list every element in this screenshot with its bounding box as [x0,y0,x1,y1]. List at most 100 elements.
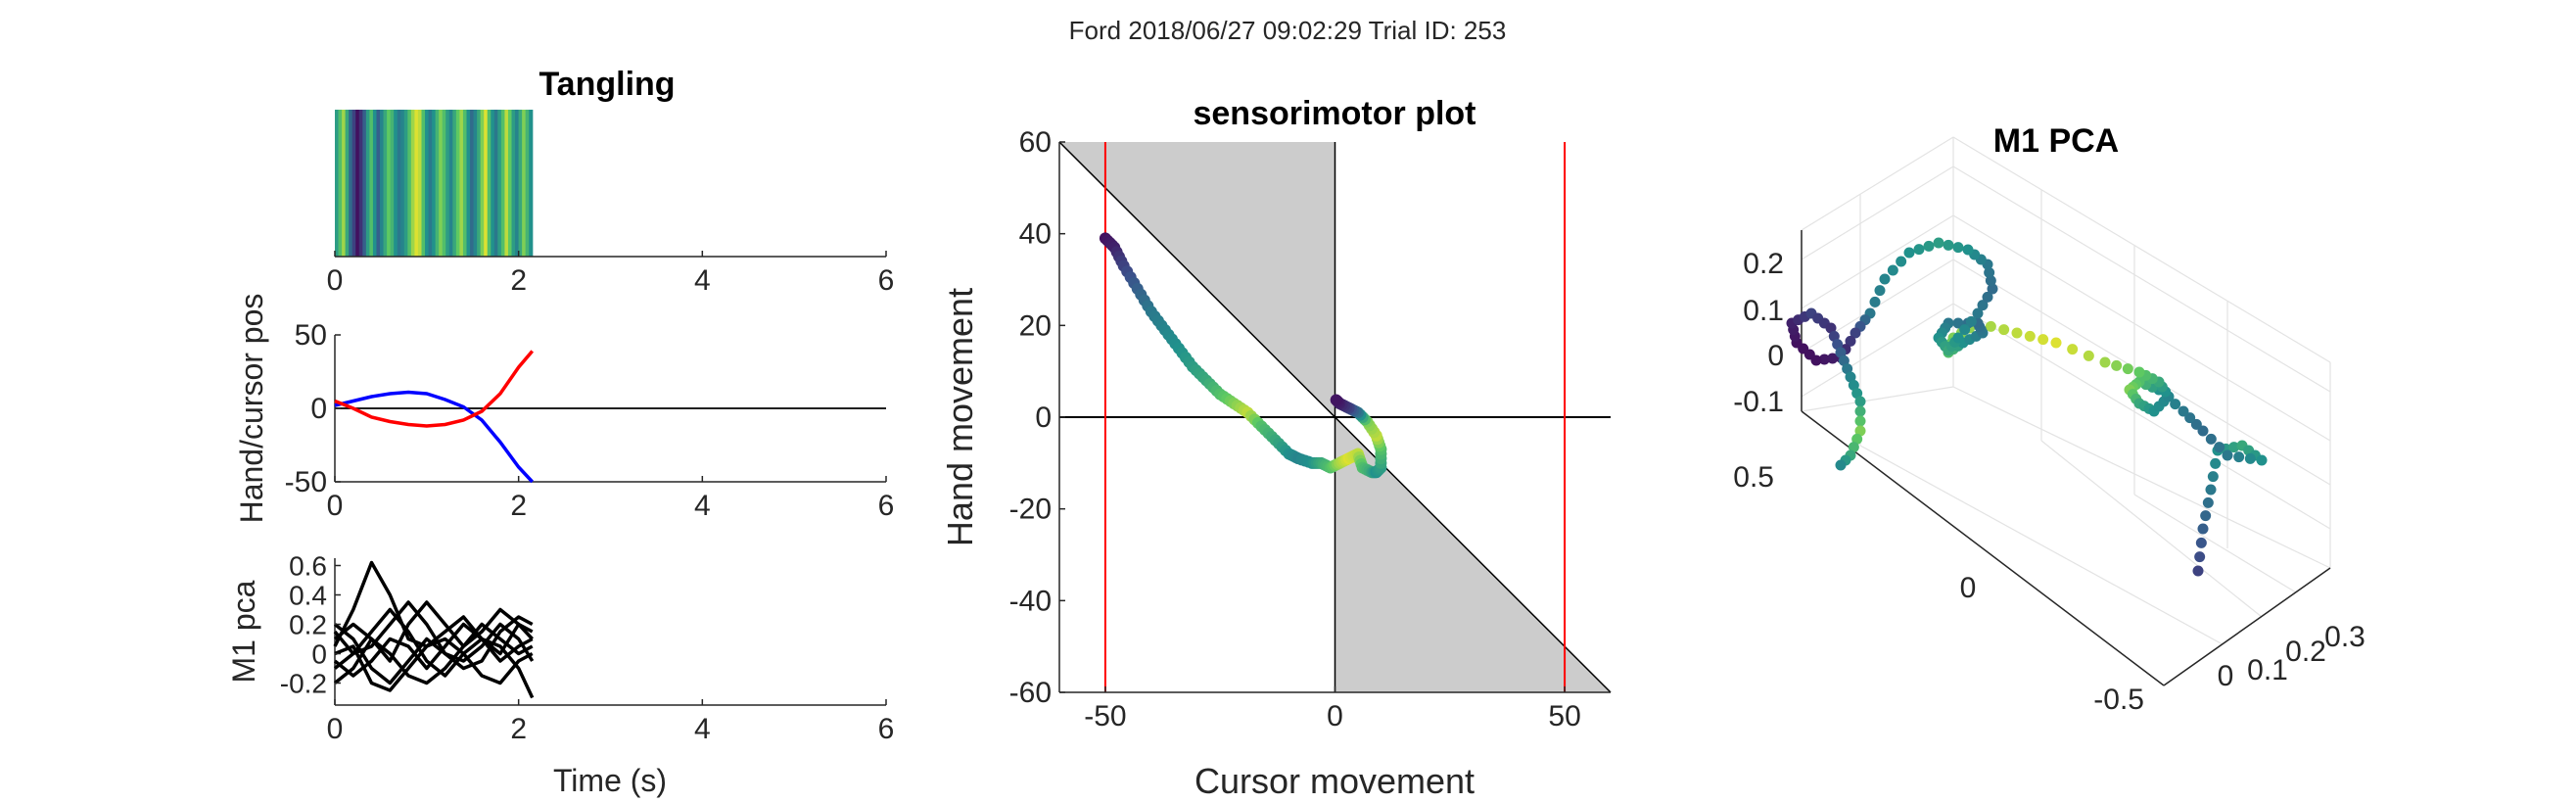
heatmap-cell [484,110,489,257]
figure-suptitle: Ford 2018/06/27 09:02:29 Trial ID: 253 [1069,16,1507,45]
heatmap-cell [455,110,461,257]
trajectory-point [1854,396,1866,407]
y-tick-label: 0 [1035,402,1052,434]
heatmap-cell [439,110,444,257]
heatmap-cell [473,110,478,257]
hand-cursor-y-ticks: -50 0 50 [285,319,341,498]
trajectory-point [1818,354,1830,365]
x-tick-label: 0 [327,713,344,745]
m1-pca-3d-x-ticks: -0.5 0 0.1 0.2 0.3 [2093,621,2365,716]
trajectory-point [1984,266,1995,278]
heatmap-cell [410,110,416,257]
y-tick-label: -20 [1009,494,1052,526]
pca-line [334,637,534,692]
sensorimotor-points [1099,232,1387,479]
trajectory-point [1952,332,1964,344]
heatmap-cell [487,110,492,257]
x-tick-label: 4 [694,264,711,297]
y-tick-label: -50 [285,466,327,498]
heatmap-cell [462,110,468,257]
m1-pca-3d-grid [1801,136,2331,686]
heatmap-cell [338,110,343,257]
sensorimotor-panel: sensorimotor plot -50 0 50 -60 -40 -20 0 20 40 6… [940,95,1612,801]
x-tick-label: -0.5 [2093,684,2144,716]
trajectory-point [1923,240,1935,252]
m1-pca-3d-title: M1 PCA [1993,122,2119,160]
heatmap-cell [477,110,482,257]
trajectory-point [1854,415,1866,427]
trajectory-point [2111,359,2123,371]
trajectory-point [2205,433,2217,445]
trajectory-point [2256,454,2268,466]
trajectory-point [1998,324,2010,336]
heatmap-cell [448,110,453,257]
heatmap-cell [335,110,340,257]
trajectory-point [1933,237,1944,249]
pca-line [333,622,534,678]
trajectory-point [1962,244,1974,256]
heatmap-cell [369,110,374,257]
series-line [334,350,535,428]
m1-pca-3d-panel: M1 PCA [1733,122,2365,716]
trajectory-point [1848,442,1859,453]
heatmap-cell [372,110,378,257]
trajectory-point [1869,296,1881,307]
y-tick-label: 0.6 [289,551,327,582]
trajectory-point [1879,273,1891,285]
heatmap-cell [452,110,457,257]
trajectory-point [1987,283,1998,295]
heatmap-cell [497,110,502,257]
trajectory-point [1972,307,1984,319]
trajectory-point [2214,442,2225,453]
trajectory-point [2195,537,2207,548]
trajectory-point [2050,337,2062,349]
heatmap-cell [511,110,516,257]
trajectory-point [1848,379,1859,391]
y-tick-label: 0.2 [289,610,327,640]
x-tick-label: 6 [878,264,895,297]
hand-cursor-x-ticks: 0 2 4 6 [327,476,894,522]
trajectory-point [1854,425,1866,437]
trajectory-point [2037,334,2049,346]
trajectory-point [1982,291,1993,303]
x-tick-label: 4 [694,490,711,522]
sensorimotor-x-ticks: -50 0 50 [1084,686,1581,732]
x-tick-label: 2 [510,264,527,297]
y-tick-label: 0 [1960,572,1977,604]
heatmap-cell [387,110,392,257]
x-tick-label: 0.1 [2247,654,2288,686]
heatmap-cell [525,110,530,257]
y-tick-label: 20 [1019,309,1052,342]
heatmap-cell [414,110,419,257]
tangling-panel: Tangling 0 2 4 6 [327,66,895,297]
heatmap-cell [480,110,485,257]
heatmap-cell [380,110,385,257]
heatmap-cell [445,110,450,257]
m1-pca-3d-trajectory [1786,237,2268,577]
heatmap-cell [425,110,430,257]
trajectory-point [2184,412,2196,424]
trajectory-point [1952,317,1964,329]
x-tick-label: 0 [327,490,344,522]
y-tick-label: 40 [1019,218,1052,251]
heatmap-cell [351,110,356,257]
trajectory-point [2170,399,2181,410]
trajectory-point [1851,388,1863,400]
pca-line [333,622,534,685]
trajectory-point [2202,496,2214,508]
trajectory-point [1832,339,1844,351]
m1-pca-x-ticks: 0 2 4 6 [327,699,894,745]
trajectory-point [1977,300,1989,311]
trajectory-point [1896,256,1907,267]
scatter-point [1330,394,1342,406]
pca-line [333,607,535,699]
heatmap-cell [362,110,367,257]
trajectory-point [1959,324,1971,336]
z-tick-label: 0.2 [1743,248,1784,280]
trajectory-point [2200,510,2212,522]
tangling-heatmap [335,110,534,257]
tangling-x-ticks: 0 2 4 6 [327,251,895,297]
heatmap-cell [400,110,405,257]
